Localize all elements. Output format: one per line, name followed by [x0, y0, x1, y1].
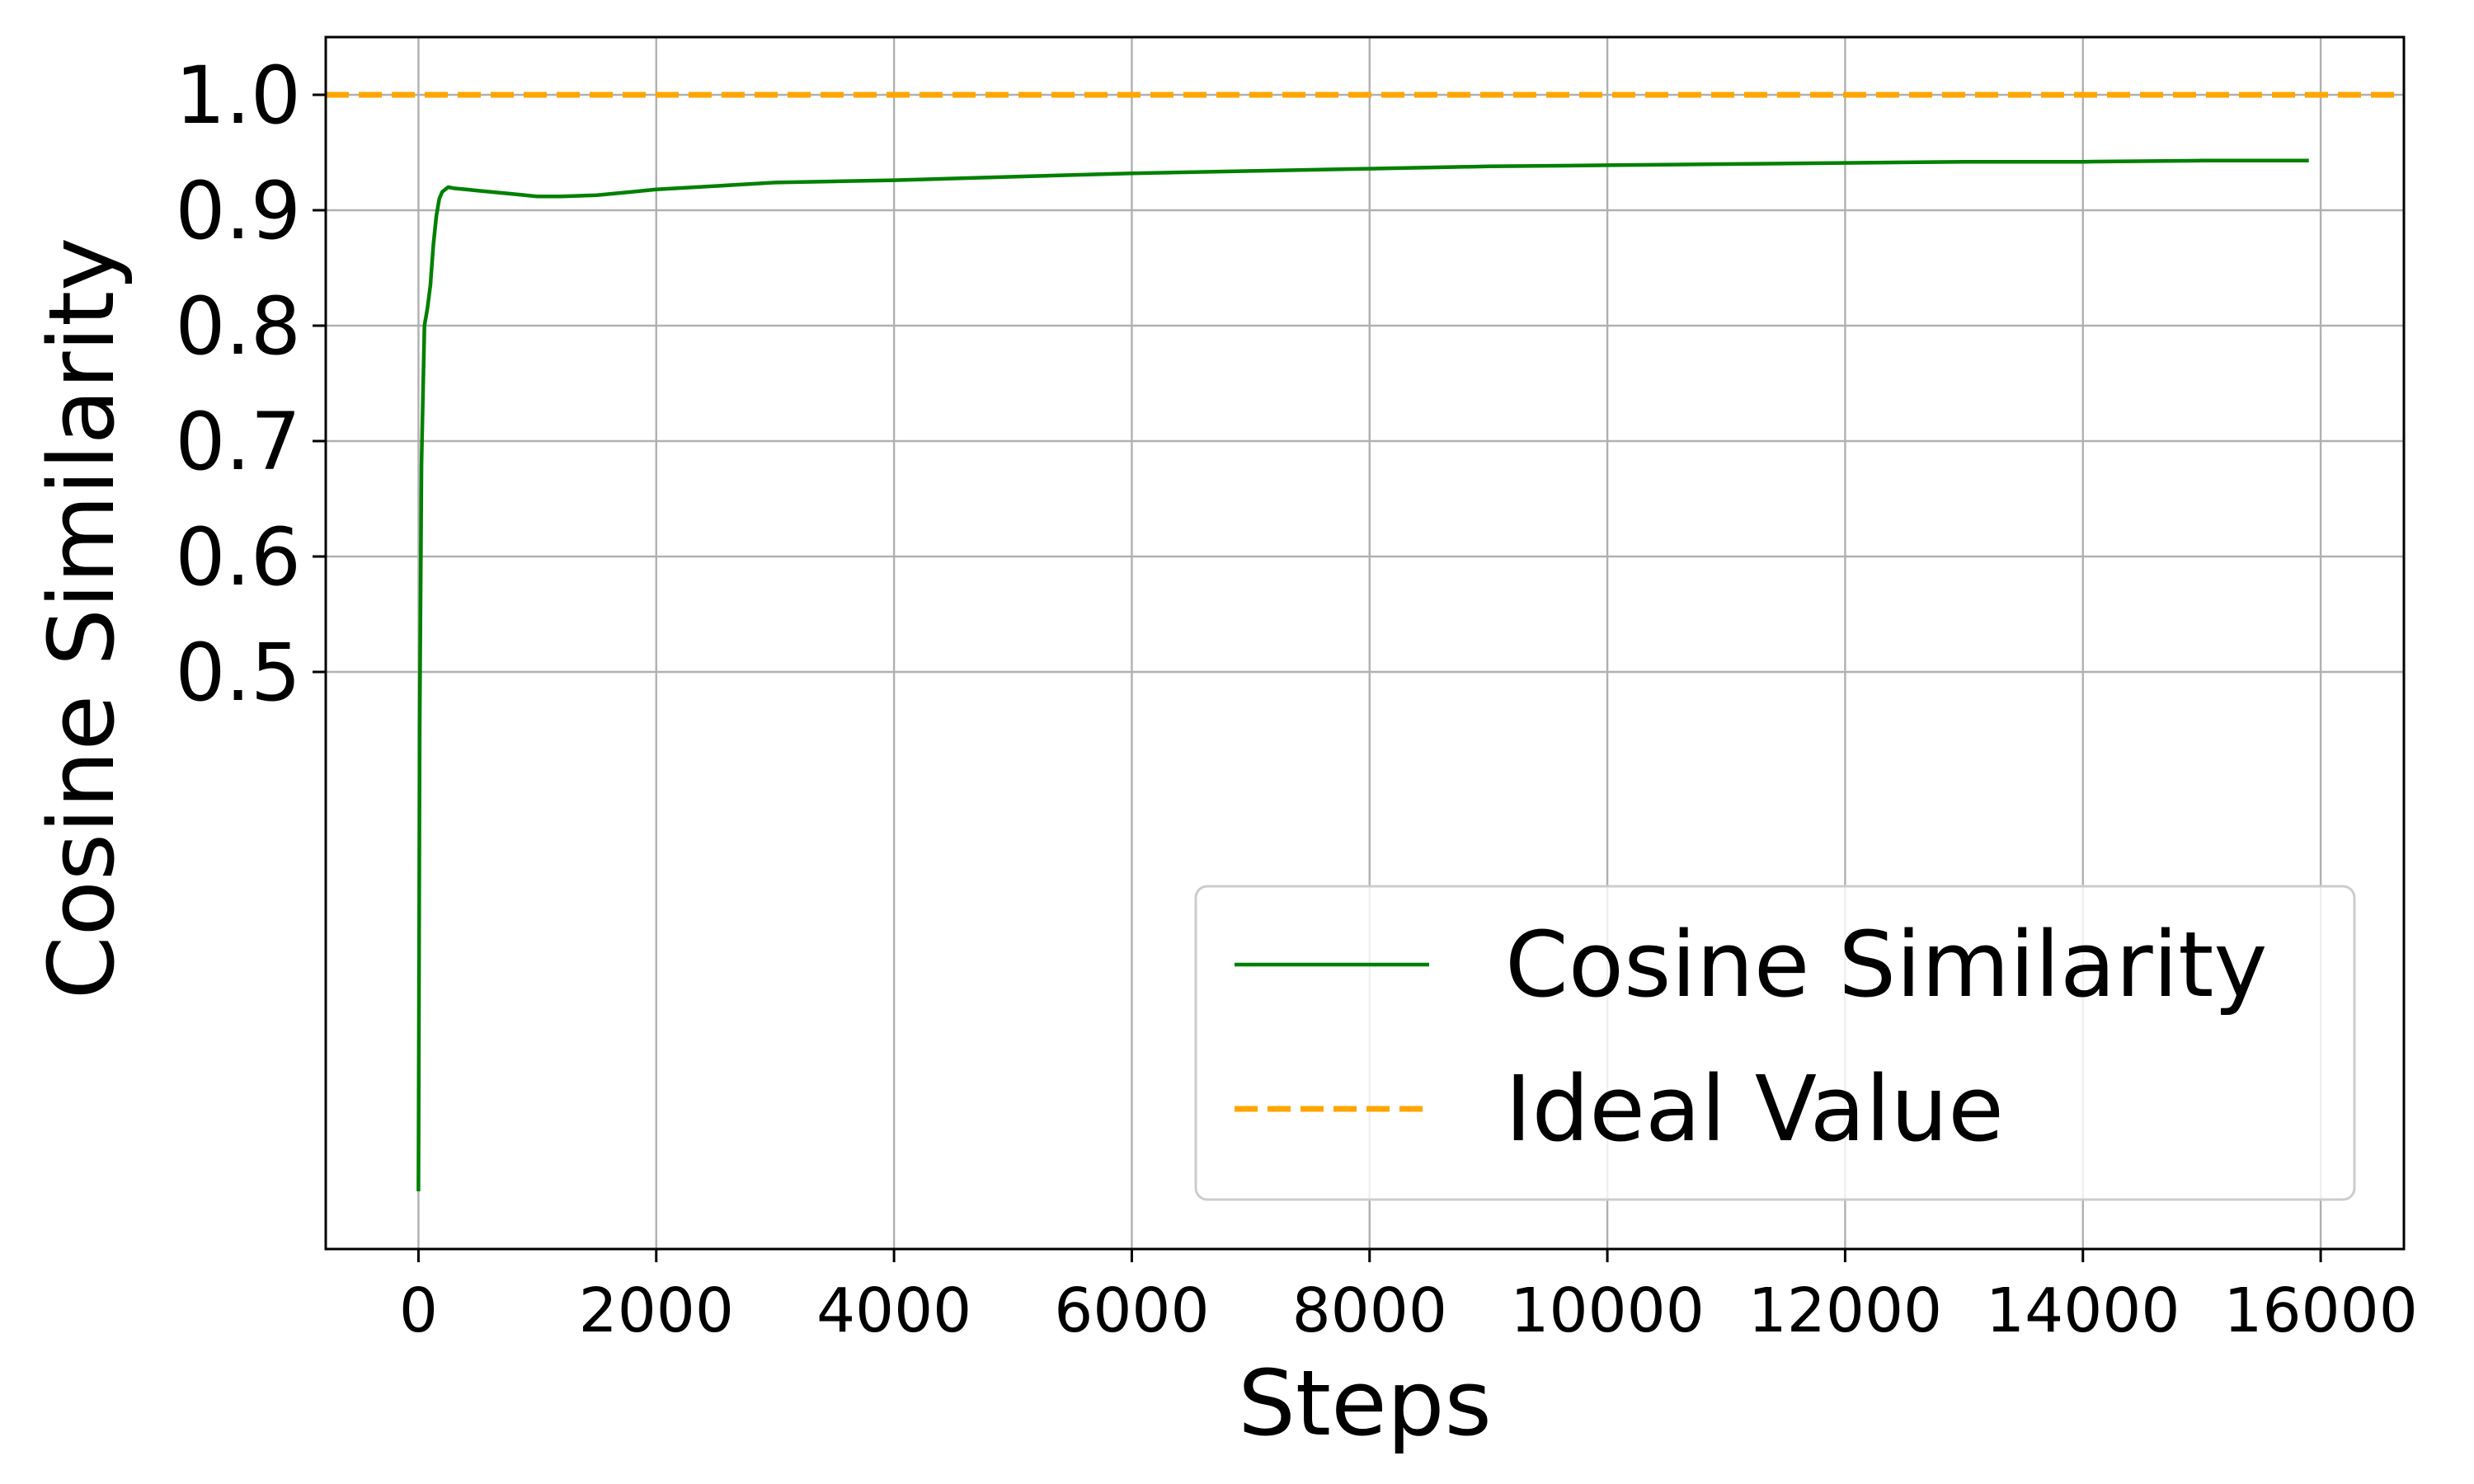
x-axis-title: Steps — [1238, 1350, 1492, 1456]
y-tick-label-0.9: 0.9 — [175, 165, 301, 257]
x-tick-label-8000: 8000 — [1292, 1275, 1447, 1346]
legend-label-cosine-similarity: Cosine Similarity — [1505, 912, 2267, 1017]
y-tick-label-0.7: 0.7 — [175, 396, 301, 488]
y-axis-title: Cosine Similarity — [29, 237, 134, 999]
x-tick-label-16000: 16000 — [2223, 1275, 2417, 1346]
legend: Cosine Similarity Ideal Value — [1194, 885, 2356, 1201]
plot-area-frame — [324, 35, 2406, 1251]
y-tick-label-1.0: 1.0 — [175, 49, 301, 142]
x-tick-label-2000: 2000 — [579, 1275, 734, 1346]
x-tick-label-4000: 4000 — [816, 1275, 971, 1346]
x-tick-label-14000: 14000 — [1986, 1275, 2180, 1346]
tick-layer: 0 2000 4000 6000 8000 10000 12000 14000 16000 0.5… — [175, 49, 2417, 1346]
y-tick-label-0.8: 0.8 — [175, 280, 301, 373]
x-tick-label-12000: 12000 — [1748, 1275, 1942, 1346]
legend-box — [1194, 885, 2356, 1201]
x-tick-label-10000: 10000 — [1510, 1275, 1704, 1346]
x-tick-label-6000: 6000 — [1054, 1275, 1209, 1346]
grid-lines — [326, 37, 2404, 1249]
y-tick-label-0.6: 0.6 — [175, 511, 301, 603]
x-tick-label-0: 0 — [399, 1275, 438, 1346]
y-tick-label-0.5: 0.5 — [175, 627, 301, 719]
series-line-cosine-similarity — [416, 158, 2309, 1192]
series-layer — [326, 92, 2404, 1192]
legend-label-ideal-value: Ideal Value — [1505, 1056, 2004, 1162]
